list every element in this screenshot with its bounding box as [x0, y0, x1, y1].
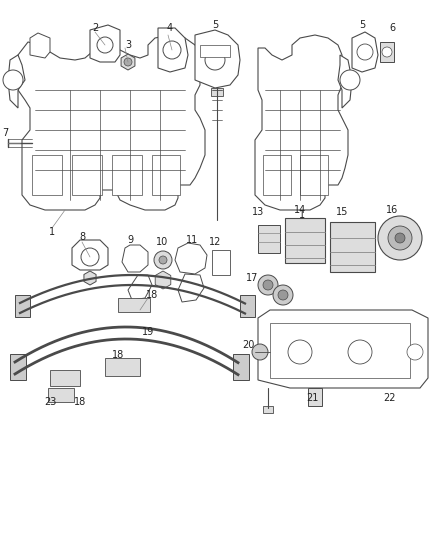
Text: 18: 18 [112, 350, 124, 360]
Text: 5: 5 [359, 20, 365, 30]
Circle shape [163, 41, 181, 59]
Polygon shape [8, 55, 25, 108]
Polygon shape [178, 274, 204, 302]
Polygon shape [30, 33, 50, 58]
Circle shape [154, 251, 172, 269]
Text: 7: 7 [2, 128, 8, 138]
Circle shape [407, 344, 423, 360]
Polygon shape [72, 240, 108, 270]
Polygon shape [338, 55, 352, 108]
Circle shape [258, 275, 278, 295]
Bar [263, 406, 273, 413]
Text: 13: 13 [252, 207, 264, 217]
Circle shape [378, 216, 422, 260]
Text: 9: 9 [127, 235, 133, 245]
Bar [32, 155, 62, 195]
Text: 22: 22 [384, 393, 396, 403]
Bar [285, 218, 325, 263]
Bar [10, 354, 26, 380]
Bar [300, 155, 328, 195]
Bar [258, 225, 280, 253]
Text: 12: 12 [209, 237, 221, 247]
Circle shape [159, 256, 167, 264]
Text: 23: 23 [44, 397, 56, 407]
Circle shape [278, 290, 288, 300]
Polygon shape [195, 30, 240, 88]
Circle shape [288, 340, 312, 364]
Bar [200, 45, 230, 57]
Bar [212, 250, 230, 275]
Bar [105, 358, 140, 376]
Polygon shape [18, 35, 205, 210]
Circle shape [3, 70, 23, 90]
Polygon shape [258, 310, 428, 388]
Text: 4: 4 [167, 23, 173, 33]
Text: 3: 3 [125, 40, 131, 50]
Circle shape [357, 44, 373, 60]
Circle shape [388, 226, 412, 250]
Circle shape [340, 70, 360, 90]
Bar [50, 370, 80, 386]
Text: 14: 14 [294, 205, 306, 215]
Text: 8: 8 [79, 232, 85, 242]
Bar [112, 155, 142, 195]
Circle shape [382, 47, 392, 57]
Circle shape [348, 340, 372, 364]
Text: 21: 21 [306, 393, 318, 403]
Bar [240, 295, 255, 317]
Bar [380, 42, 394, 62]
Circle shape [81, 248, 99, 266]
Text: 18: 18 [146, 290, 158, 300]
Polygon shape [255, 35, 348, 210]
Polygon shape [155, 271, 171, 289]
Text: 1: 1 [299, 210, 305, 220]
Text: 19: 19 [142, 327, 154, 337]
Bar [152, 155, 180, 195]
Circle shape [395, 233, 405, 243]
Circle shape [273, 285, 293, 305]
Polygon shape [128, 275, 152, 300]
Circle shape [252, 344, 268, 360]
Text: 11: 11 [186, 235, 198, 245]
Circle shape [205, 50, 225, 70]
Bar [72, 155, 102, 195]
Circle shape [124, 58, 132, 66]
Polygon shape [158, 28, 188, 72]
Circle shape [263, 280, 273, 290]
Circle shape [97, 37, 113, 53]
Text: 2: 2 [92, 23, 98, 33]
Text: 17: 17 [246, 273, 258, 283]
Polygon shape [90, 25, 120, 62]
Bar [308, 388, 322, 406]
Text: 20: 20 [242, 340, 254, 350]
Text: 6: 6 [389, 23, 395, 33]
Bar [263, 155, 291, 195]
Text: 10: 10 [156, 237, 168, 247]
Bar [270, 323, 410, 378]
Polygon shape [121, 54, 135, 70]
Text: 1: 1 [49, 227, 55, 237]
Text: 18: 18 [74, 397, 86, 407]
Bar [48, 388, 74, 402]
Polygon shape [122, 245, 148, 272]
Text: 16: 16 [386, 205, 398, 215]
Bar [118, 298, 150, 312]
Text: 5: 5 [212, 20, 218, 30]
Text: 15: 15 [336, 207, 348, 217]
Bar [330, 222, 375, 272]
Bar [233, 354, 249, 380]
Polygon shape [84, 271, 96, 285]
Bar [15, 295, 30, 317]
Polygon shape [352, 32, 378, 72]
Bar [211, 88, 223, 96]
Polygon shape [175, 243, 207, 274]
